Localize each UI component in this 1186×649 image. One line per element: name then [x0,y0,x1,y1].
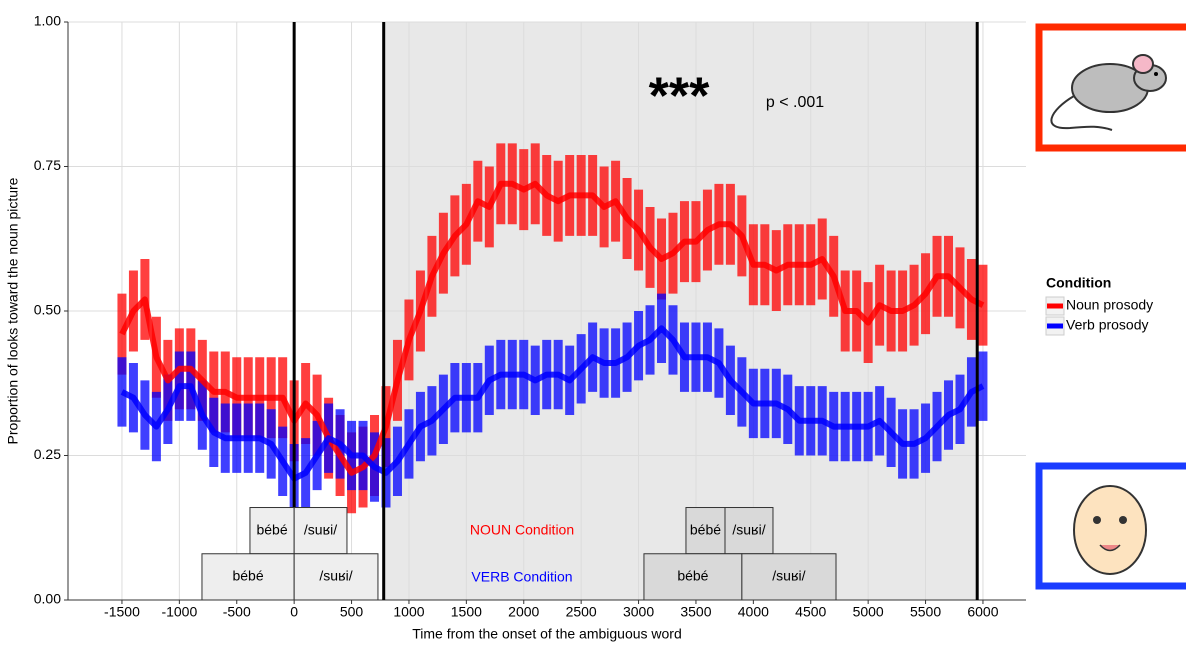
word-label: /suʁi/ [304,521,337,537]
word-label: bébé [677,568,708,584]
x-tick-label: 4000 [738,604,769,620]
x-tick-label: 1000 [393,604,424,620]
noun-picture [1035,23,1186,152]
y-tick-label: 0.75 [34,157,61,173]
word-label: /suʁi/ [772,568,805,584]
word-box [201,553,295,601]
x-tick-label: 5000 [853,604,884,620]
word-label: bébé [232,568,263,584]
x-tick-label: 3000 [623,604,654,620]
x-tick-label: 4500 [795,604,826,620]
x-axis-title: Time from the onset of the ambiguous wor… [412,626,682,642]
y-tick-label: 0.00 [34,591,61,607]
annotation: p < .001 [766,94,824,111]
x-tick-label: 6000 [967,604,998,620]
x-tick-label: 5500 [910,604,941,620]
legend-label: Noun prosody [1066,297,1153,313]
verb-picture [1035,462,1186,590]
x-tick-label: 1500 [451,604,482,620]
x-tick-label: 0 [290,604,298,620]
word-box [685,507,726,555]
y-tick-label: 1.00 [34,13,61,29]
series-line [119,180,985,476]
legend-title: Condition [1046,275,1111,291]
word-box [643,553,743,601]
x-tick-label: -1000 [161,604,197,620]
y-tick-label: 0.50 [34,302,61,318]
x-tick-label: 2500 [566,604,597,620]
word-box [249,507,295,555]
annotation: NOUN Condition [470,522,574,538]
word-label: bébé [256,521,287,537]
x-tick-label: 3500 [680,604,711,620]
x-tick-label: -1500 [104,604,140,620]
annotation: *** [649,68,710,126]
legend-label: Verb prosody [1066,317,1149,333]
word-label: /suʁi/ [319,568,352,584]
word-box [293,553,379,601]
word-label: /suʁi/ [732,521,765,537]
word-box [741,553,837,601]
word-label: bébé [690,521,721,537]
series-line [120,325,985,482]
annotation: VERB Condition [471,569,572,585]
x-tick-label: -500 [223,604,251,620]
y-axis-title: Proportion of looks toward the noun pict… [5,177,21,444]
x-tick-label: 2000 [508,604,539,620]
x-tick-label: 500 [340,604,364,620]
y-tick-label: 0.25 [34,446,61,462]
